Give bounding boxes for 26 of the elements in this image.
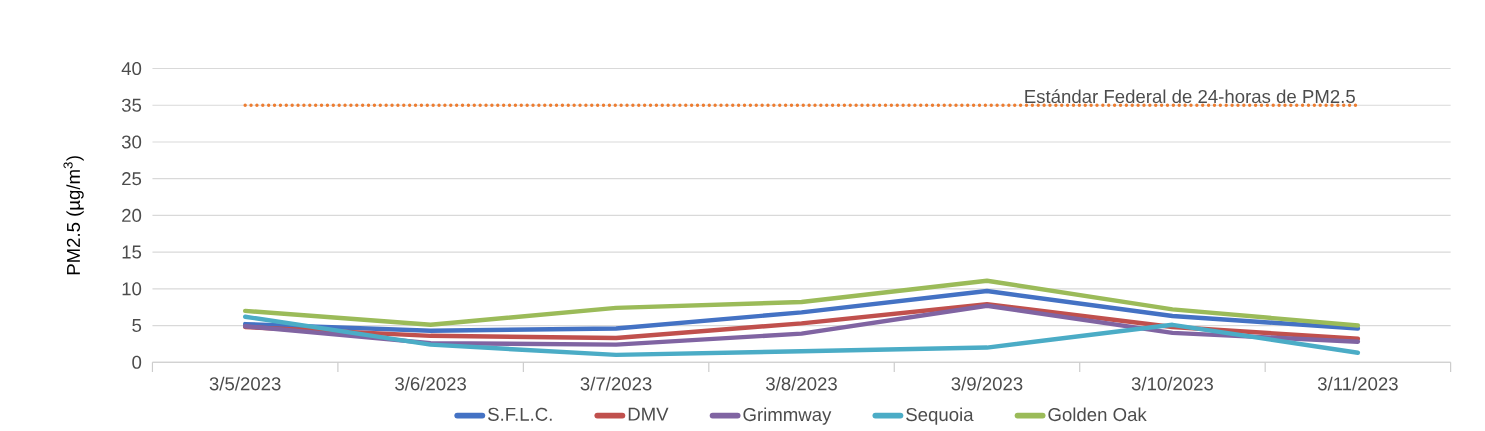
- y-tick-label: 40: [121, 62, 142, 76]
- legend-label: Sequoia: [906, 407, 974, 425]
- y-tick-label: 15: [122, 245, 142, 259]
- y-tick-label: 0: [132, 355, 142, 369]
- x-tick-label: 3/5/2023: [209, 376, 281, 391]
- x-tick-label: 3/7/2023: [580, 376, 652, 391]
- legend-label: DMV: [628, 407, 669, 421]
- line-series: [242, 314, 1361, 358]
- ref-line-label: Estándar Federal de 24-horas de PM2.5: [1025, 89, 1355, 104]
- x-tick-label: 3/9/2023: [951, 376, 1023, 391]
- y-tick-label: 35: [121, 98, 142, 112]
- y-tick-label: 30: [121, 135, 142, 149]
- x-tick-label: 3/6/2023: [395, 376, 467, 391]
- y-tick-label: 20: [122, 208, 142, 223]
- legend-label: Grimmway: [743, 407, 832, 425]
- x-tick-label: 3/8/2023: [766, 376, 837, 391]
- x-tick-label: 3/10/2023: [1131, 376, 1213, 391]
- y-axis-title: PM2.5 (µg/m$^{3}$): [63, 156, 84, 275]
- y-tick-label: 10: [122, 282, 142, 296]
- line-series: [242, 288, 1361, 333]
- line-series: [242, 278, 1361, 328]
- legend-label: S.F.L.C.: [488, 407, 552, 421]
- y-tick-label: 25: [122, 172, 142, 186]
- y-tick-label: 5: [132, 319, 142, 333]
- legend-label: Golden Oak: [1048, 407, 1147, 422]
- x-tick-label: 3/11/2023: [1317, 376, 1398, 391]
